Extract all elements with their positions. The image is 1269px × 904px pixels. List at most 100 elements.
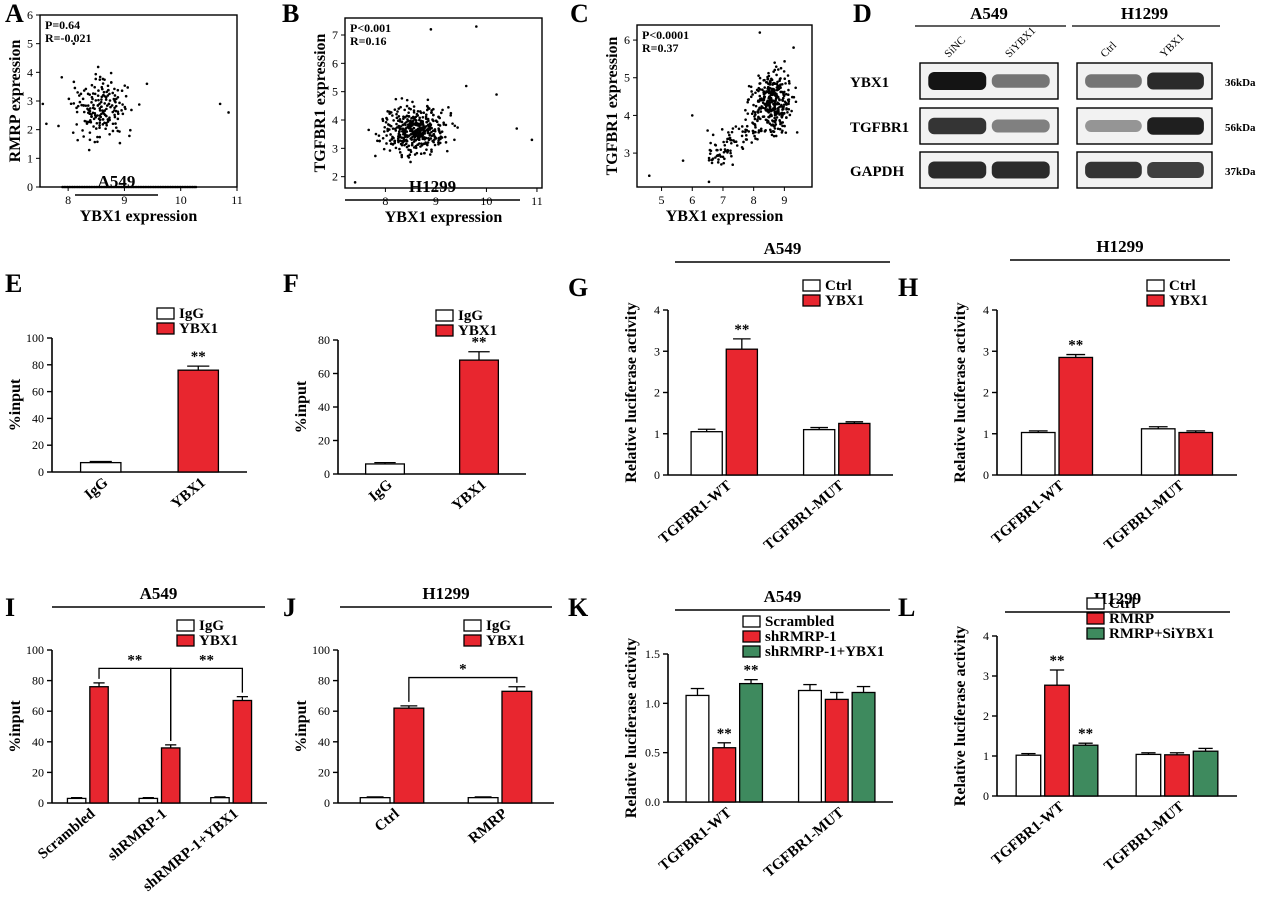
scatter-panel-B: B 8 9 10 11 2 3 4 5 6 7 YBX1 expression TGFBR1 expre… — [282, 0, 543, 226]
y-tick-label: 60 — [318, 704, 330, 718]
scatter-point — [403, 108, 406, 112]
legend-label: YBX1 — [486, 633, 525, 649]
scatter-point — [407, 148, 410, 152]
scatter-point — [107, 88, 110, 92]
bar — [458, 359, 500, 475]
scatter-point — [757, 131, 760, 134]
scatter-point — [108, 118, 111, 122]
scatter-point — [754, 91, 757, 95]
scatter-point — [759, 110, 763, 113]
blot-size-label: 36kDa — [1225, 77, 1256, 89]
scatter-point — [116, 129, 120, 133]
scatter-point — [787, 102, 790, 106]
scatter-point — [128, 134, 131, 138]
scatter-point — [729, 151, 732, 155]
scatter-point — [775, 73, 778, 77]
scatter-point — [744, 108, 747, 112]
panel-letter: K — [568, 593, 589, 622]
scatter-point — [774, 95, 778, 98]
category-label: TGFBR1-WT — [989, 478, 1068, 548]
legend-label: IgG — [179, 306, 204, 322]
legend-swatch — [802, 279, 821, 292]
scatter-point — [453, 138, 456, 142]
y-axis-label: %input — [7, 378, 24, 431]
blot-band — [928, 72, 987, 90]
scatter-point — [408, 153, 412, 156]
scatter-point — [104, 127, 107, 131]
scatter-point — [745, 124, 749, 128]
x-tick-label: 9 — [433, 194, 439, 208]
scatter-point — [750, 112, 754, 116]
bar — [359, 796, 391, 804]
scatter-point — [104, 95, 108, 99]
y-tick-label: 1 — [983, 749, 989, 763]
panel-letter: F — [283, 269, 299, 298]
scatter-point — [96, 135, 99, 139]
bar — [1140, 428, 1176, 476]
scatter-point — [723, 148, 727, 151]
scatter-point — [773, 61, 776, 64]
scatter-point — [397, 132, 401, 136]
scatter-point — [412, 146, 416, 149]
blot-band — [1147, 72, 1204, 90]
scatter-point — [728, 136, 732, 140]
scatter-point — [94, 127, 98, 130]
scatter-point — [422, 111, 426, 115]
scatter-point — [402, 130, 405, 134]
scatter-point — [407, 115, 411, 118]
y-axis-label: Relative luciferase activity — [952, 626, 969, 806]
scatter-point — [786, 74, 790, 77]
bar — [66, 797, 87, 804]
scatter-point — [57, 124, 60, 128]
scatter-point — [781, 124, 784, 128]
scatter-point — [764, 105, 768, 108]
y-tick-label: 20 — [318, 765, 330, 779]
scatter-point — [414, 119, 418, 122]
scatter-point — [419, 111, 423, 115]
y-tick-label: 40 — [318, 735, 330, 749]
scatter-point — [749, 95, 753, 99]
category-label: TGFBR1-MUT — [1101, 799, 1187, 875]
scatter-point — [416, 143, 419, 147]
x-tick-label: 5 — [659, 193, 665, 207]
scatter-point — [761, 106, 765, 110]
blot-band — [1085, 74, 1142, 88]
scatter-point — [113, 115, 117, 119]
scatter-point — [773, 127, 777, 130]
scatter-point — [411, 100, 414, 104]
scatter-point — [774, 98, 777, 102]
scatter-point — [383, 125, 387, 129]
y-tick-label: 40 — [32, 735, 44, 749]
scatter-point — [406, 135, 409, 139]
scatter-point — [770, 89, 774, 92]
scatter-point — [719, 155, 723, 158]
scatter-point — [756, 137, 759, 141]
y-tick-label: 5 — [624, 71, 630, 85]
scatter-point — [415, 151, 419, 155]
legend-swatch — [463, 634, 482, 647]
category-label: TGFBR1-WT — [656, 478, 735, 548]
scatter-point — [425, 108, 429, 112]
scatter-point — [401, 123, 405, 127]
scatter-point — [129, 128, 132, 132]
scatter-point — [430, 134, 434, 138]
scatter-point — [384, 121, 388, 124]
bar-panel-H: H H1299 0 1 2 3 4 Relative luciferase activity T… — [898, 237, 1237, 554]
scatter-point — [84, 87, 88, 91]
scatter-point — [420, 142, 423, 146]
scatter-point — [766, 103, 770, 107]
scatter-point — [382, 130, 386, 133]
scatter-point — [71, 131, 75, 134]
scatter-point — [93, 92, 97, 96]
scatter-point — [92, 103, 95, 107]
scatter-point — [393, 141, 397, 145]
y-tick-label: 80 — [318, 674, 330, 688]
scatter-point — [393, 108, 397, 111]
scatter-point — [792, 46, 795, 49]
y-tick-label: 2 — [332, 170, 338, 184]
scatter-point — [690, 114, 694, 117]
category-label: IgG — [82, 475, 112, 504]
scatter-point — [437, 142, 440, 146]
scatter-point — [780, 115, 784, 119]
scatter-point — [96, 65, 100, 69]
